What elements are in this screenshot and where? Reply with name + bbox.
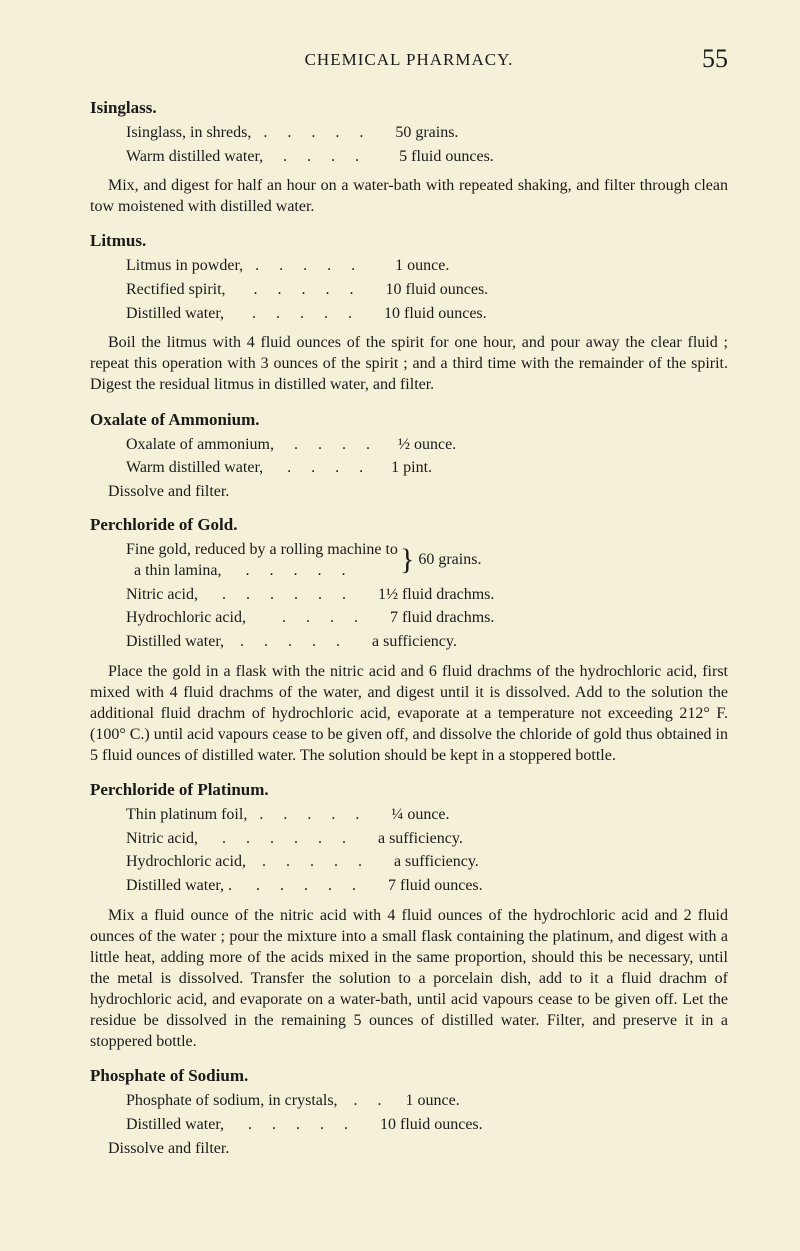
ingredient-row: Litmus in powder, . . . . . 1 ounce. [126,255,728,277]
recipe-sub-oxalate: Dissolve and filter. [108,483,728,501]
ingredient-amount: 10 fluid ounces. [386,279,489,301]
ingredient-row: Warm distilled water, . . . . 5 fluid ou… [126,146,728,168]
recipe-title-phosphate-sodium: Phosphate of Sodium. [90,1066,728,1086]
brace-left-lines: Fine gold, reduced by a rolling machine … [126,539,398,582]
ingredient-amount: a sufficiency. [394,851,479,873]
recipe-body-perchloride-gold: Place the gold in a flask with the nitri… [90,661,728,767]
ingredient-name: Distilled water, [126,1114,224,1136]
ingredient-amount: 1 ounce. [406,1090,460,1112]
ingredient-row: Warm distilled water, . . . . 1 pint. [126,457,728,479]
brace-symbol: } [400,548,414,572]
ingredient-amount: a sufficiency. [378,828,463,850]
ingredient-name: Distilled water, [126,303,224,325]
ingredient-name: Litmus in powder, [126,255,243,277]
ingredient-dots: . . . . . . [198,828,378,850]
ingredient-dots: . . . . . [232,875,388,897]
brace-line-1: Fine gold, reduced by a rolling machine … [126,539,398,561]
ingredient-name: Isinglass, in shreds, [126,122,251,144]
ingredient-dots: . . . . [274,434,398,456]
ingredient-name: Hydrochloric acid, [126,851,246,873]
recipe-title-perchloride-gold: Perchloride of Gold. [90,515,728,535]
recipe-title-litmus: Litmus. [90,231,728,251]
ingredient-name: Warm distilled water, [126,457,263,479]
page-header: CHEMICAL PHARMACY. 55 [90,50,728,70]
ingredient-name: Hydrochloric acid, [126,607,246,629]
ingredient-row: Rectified spirit, . . . . . 10 fluid oun… [126,279,728,301]
ingredient-dots: . . . . [246,607,390,629]
page-container: CHEMICAL PHARMACY. 55 Isinglass. Isingla… [0,0,800,1222]
recipe-body-isinglass: Mix, and digest for half an hour on a wa… [90,175,728,217]
ingredient-name: Distilled water, [126,631,224,653]
ingredient-dots: . . . . . [246,851,394,873]
ingredient-dots: . . . . . [247,804,391,826]
ingredient-row: Nitric acid, . . . . . . a sufficiency. [126,828,728,850]
recipe-body-litmus: Boil the litmus with 4 fluid ounces of t… [90,332,728,395]
ingredient-dots: . . [338,1090,406,1112]
ingredient-amount: 1 ounce. [395,255,449,277]
ingredient-row: Nitric acid, . . . . . . 1½ fluid drachm… [126,584,728,606]
recipe-sub-phosphate-sodium: Dissolve and filter. [108,1140,728,1158]
ingredient-name: Phosphate of sodium, in crystals, [126,1090,338,1112]
ingredient-name: Nitric acid, [126,584,198,606]
ingredient-dots: . . . . . [224,303,384,325]
ingredient-row: Phosphate of sodium, in crystals, . . 1 … [126,1090,728,1112]
ingredient-amount: ¼ ounce. [391,804,449,826]
ingredient-dots: . . . . . [224,631,372,653]
ingredient-row: Distilled water, . . . . . . 7 fluid oun… [126,875,728,897]
ingredient-dots: . . . . . . [198,584,378,606]
ingredient-amount: 1½ fluid drachms. [378,584,494,606]
ingredient-name: Nitric acid, [126,828,198,850]
brace-ingredient-row: Fine gold, reduced by a rolling machine … [126,539,728,582]
ingredient-dots: . . . . [263,457,391,479]
ingredient-amount: 7 fluid drachms. [390,607,494,629]
ingredient-amount: 50 grains. [395,122,458,144]
chapter-title: CHEMICAL PHARMACY. [305,50,514,70]
page-number: 55 [702,44,728,74]
ingredient-amount: 60 grains. [418,551,481,569]
ingredient-name: Warm distilled water, [126,146,263,168]
ingredient-amount: ½ ounce. [398,434,456,456]
ingredient-dots: . . . . . [251,122,395,144]
ingredient-name: Thin platinum foil, [126,804,247,826]
ingredient-amount: 1 pint. [391,457,432,479]
ingredient-row: Hydrochloric acid, . . . . . a sufficien… [126,851,728,873]
ingredient-row: Isinglass, in shreds, . . . . . 50 grain… [126,122,728,144]
recipe-title-isinglass: Isinglass. [90,98,728,118]
ingredient-row: Hydrochloric acid, . . . . 7 fluid drach… [126,607,728,629]
ingredient-amount: 10 fluid ounces. [380,1114,483,1136]
ingredient-dots: . . . . . [243,255,395,277]
ingredient-amount: 5 fluid ounces. [399,146,494,168]
ingredient-row: Thin platinum foil, . . . . . ¼ ounce. [126,804,728,826]
ingredient-amount: 10 fluid ounces. [384,303,487,325]
ingredient-amount: 7 fluid ounces. [388,875,483,897]
ingredient-name: Rectified spirit, [126,279,226,301]
ingredient-name: Distilled water, . [126,875,232,897]
ingredient-dots: . . . . . [224,1114,380,1136]
ingredient-dots: . . . . [263,146,399,168]
brace-line-2: a thin lamina, . . . . . [126,560,398,582]
ingredient-name: Oxalate of ammonium, [126,434,274,456]
ingredient-row: Distilled water, . . . . . 10 fluid ounc… [126,303,728,325]
ingredient-amount: a sufficiency. [372,631,457,653]
recipe-title-perchloride-platinum: Perchloride of Platinum. [90,780,728,800]
ingredient-dots: . . . . . [226,279,386,301]
ingredient-row: Oxalate of ammonium, . . . . ½ ounce. [126,434,728,456]
recipe-body-perchloride-platinum: Mix a fluid ounce of the nitric acid wit… [90,905,728,1053]
ingredient-row: Distilled water, . . . . . a sufficiency… [126,631,728,653]
recipe-title-oxalate: Oxalate of Ammonium. [90,410,728,430]
ingredient-row: Distilled water, . . . . . 10 fluid ounc… [126,1114,728,1136]
